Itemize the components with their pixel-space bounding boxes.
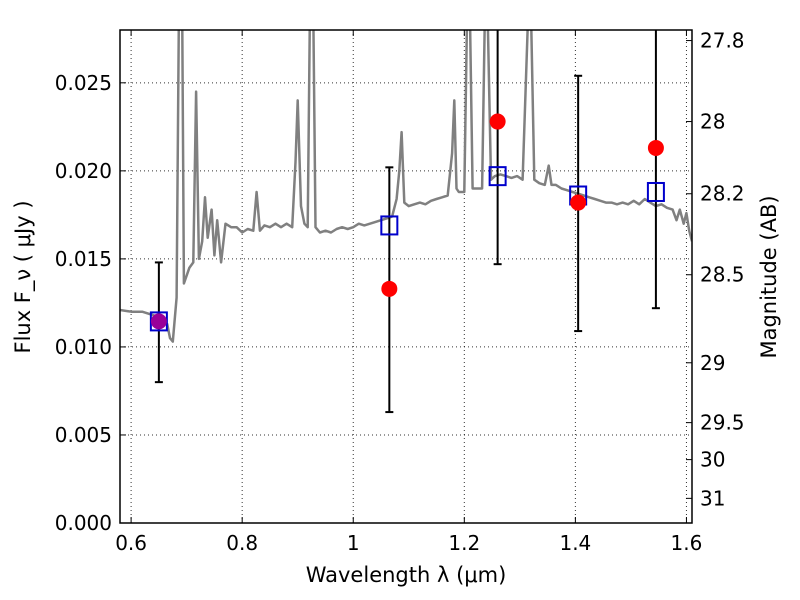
model-spectrum-line bbox=[120, 30, 692, 343]
model-photometry-square bbox=[646, 181, 665, 202]
observed-flux-point bbox=[570, 194, 587, 211]
y-tick-label: 0.025 bbox=[55, 71, 112, 95]
y2-tick-label: 30 bbox=[700, 448, 725, 472]
y-tick-label: 0.005 bbox=[55, 423, 112, 447]
axis-ticks: 0.6 0.8 1 1.2 1.4 1.6 0.000 0.005 0.010 0.015 0.02… bbox=[55, 29, 745, 555]
observed-flux-point bbox=[489, 113, 506, 130]
x-tick-label: 1.4 bbox=[559, 531, 591, 555]
model-photometry-square bbox=[380, 215, 399, 236]
grid bbox=[120, 30, 692, 523]
observed-flux-point bbox=[150, 313, 167, 330]
observed-flux-point bbox=[381, 280, 398, 297]
x-tick-label: 1.2 bbox=[448, 531, 480, 555]
model-photometry-square bbox=[488, 166, 507, 187]
x-tick-label: 1 bbox=[347, 531, 360, 555]
y-tick-label: 0.010 bbox=[55, 335, 112, 359]
y2-tick-label: 28.5 bbox=[700, 263, 745, 287]
y2-axis-label: Magnitude (AB) bbox=[757, 195, 781, 358]
x-tick-label: 0.6 bbox=[115, 531, 147, 555]
y2-tick-label: 29.5 bbox=[700, 411, 745, 435]
y-tick-label: 0.015 bbox=[55, 247, 112, 271]
x-axis-label: Wavelength λ (μm) bbox=[306, 563, 507, 587]
y-tick-label: 0.020 bbox=[55, 159, 112, 183]
observed-flux-point bbox=[647, 139, 664, 156]
y2-tick-label: 27.8 bbox=[700, 29, 745, 53]
y2-tick-label: 28.2 bbox=[700, 182, 745, 206]
y2-tick-label: 29 bbox=[700, 351, 725, 375]
plot-frame bbox=[119, 29, 693, 524]
y2-tick-label: 31 bbox=[700, 486, 725, 510]
plot-area bbox=[120, 30, 692, 414]
y2-tick-label: 28 bbox=[700, 110, 725, 134]
y-tick-label: 0.000 bbox=[55, 511, 112, 535]
x-tick-label: 1.6 bbox=[671, 531, 703, 555]
x-tick-label: 0.8 bbox=[226, 531, 258, 555]
y-axis-label: Flux F_ν ( μJy ) bbox=[11, 200, 36, 353]
